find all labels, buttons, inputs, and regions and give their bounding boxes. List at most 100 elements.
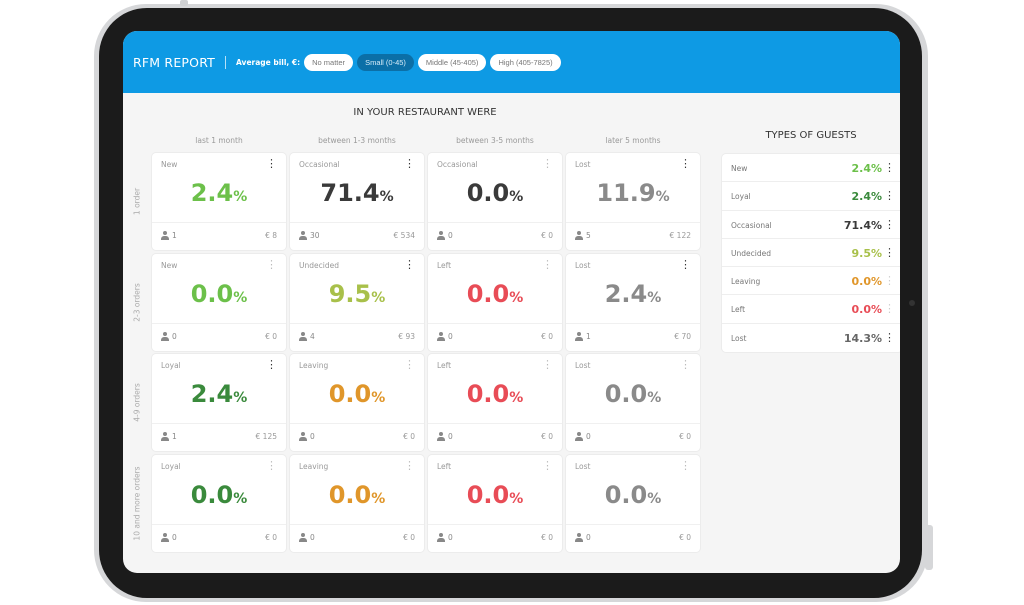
rfm-card[interactable]: Left ⋮ 0.0% 0 € 0 [428,455,562,552]
user-icon [437,231,445,240]
segment-percentage: 11.9% [566,179,700,207]
guest-type-row[interactable]: Left 0.0% ⋮ [722,295,900,324]
kebab-menu-icon[interactable]: ⋮ [404,258,415,271]
segment-label: Loyal [161,361,181,370]
user-icon [575,533,583,542]
rfm-card[interactable]: Lost ⋮ 0.0% 0 € 0 [566,354,700,451]
guest-type-row[interactable]: New 2.4% ⋮ [722,154,900,183]
user-icon [575,332,583,341]
row-header-2-3-orders: 2-3 orders [132,282,142,322]
user-icon [575,432,583,441]
kebab-menu-icon[interactable]: ⋮ [884,245,895,259]
kebab-menu-icon[interactable]: ⋮ [404,459,415,472]
kebab-menu-icon[interactable]: ⋮ [542,358,553,371]
percent-value: 0.0 [190,280,234,308]
kebab-menu-icon[interactable]: ⋮ [266,258,277,271]
percent-unit: % [371,491,386,507]
kebab-menu-icon[interactable]: ⋮ [884,302,895,316]
kebab-menu-icon[interactable]: ⋮ [266,459,277,472]
percent-unit: % [655,189,670,205]
card-divider [428,524,562,525]
kebab-menu-icon[interactable]: ⋮ [884,189,895,203]
row-header-10-plus-orders: 10 and more orders [132,465,142,541]
bill-amount: € 0 [541,332,553,341]
card-divider [152,222,286,223]
percent-unit: % [233,290,248,306]
kebab-menu-icon[interactable]: ⋮ [680,358,691,371]
guest-count-value: 0 [448,533,453,542]
bill-amount: € 0 [265,332,277,341]
segment-percentage: 0.0% [428,380,562,408]
percent-unit: % [379,189,394,205]
guest-type-row[interactable]: Loyal 2.4% ⋮ [722,182,900,211]
kebab-menu-icon[interactable]: ⋮ [404,157,415,170]
segment-percentage: 2.4% [152,179,286,207]
bill-amount: € 8 [265,231,277,240]
guest-type-value: 2.4% [851,190,882,204]
rfm-card[interactable]: New ⋮ 2.4% 1 € 8 [152,153,286,250]
card-divider [290,222,424,223]
filter-high[interactable]: High (405-7825) [490,53,561,71]
filter-middle[interactable]: Middle (45-405) [417,53,487,71]
guest-type-row[interactable]: Occasional 71.4% ⋮ [722,211,900,239]
kebab-menu-icon[interactable]: ⋮ [404,358,415,371]
kebab-menu-icon[interactable]: ⋮ [266,157,277,170]
user-icon [299,231,307,240]
guest-type-row[interactable]: Leaving 0.0% ⋮ [722,267,900,296]
segment-label: Left [437,361,452,370]
bill-amount: € 0 [403,533,415,542]
guest-type-row[interactable]: Undecided 9.5% ⋮ [722,239,900,268]
kebab-menu-icon[interactable]: ⋮ [680,157,691,170]
rfm-card[interactable]: Undecided ⋮ 9.5% 4 € 93 [290,254,424,351]
kebab-menu-icon[interactable]: ⋮ [884,274,895,288]
kebab-menu-icon[interactable]: ⋮ [680,258,691,271]
rfm-card[interactable]: Left ⋮ 0.0% 0 € 0 [428,254,562,351]
rfm-card[interactable]: Lost ⋮ 11.9% 5 € 122 [566,153,700,250]
bill-amount: € 0 [541,231,553,240]
guest-type-row[interactable]: Lost 14.3% ⋮ [722,324,900,352]
kebab-menu-icon[interactable]: ⋮ [542,258,553,271]
segment-label: New [161,261,178,270]
guest-type-label: Loyal [731,192,751,202]
percent-value: 0.0 [604,380,648,408]
guest-count-value: 0 [172,533,177,542]
card-divider [290,524,424,525]
percent-value: 0.0 [190,481,234,509]
kebab-menu-icon[interactable]: ⋮ [266,358,277,371]
guest-count-value: 1 [172,432,177,441]
column-header-last-1-month: last 1 month [195,136,243,145]
user-icon [437,533,445,542]
kebab-menu-icon[interactable]: ⋮ [884,217,895,231]
bill-amount: € 0 [265,533,277,542]
kebab-menu-icon[interactable]: ⋮ [884,330,895,344]
rfm-card[interactable]: Left ⋮ 0.0% 0 € 0 [428,354,562,451]
guest-type-value: 71.4% [843,218,882,232]
bill-amount: € 0 [679,432,691,441]
types-of-guests-list: New 2.4% ⋮ Loyal 2.4% ⋮ Occasional 71.4% ⋮ Undeci… [722,154,900,353]
filter-small[interactable]: Small (0-45) [357,53,414,71]
kebab-menu-icon[interactable]: ⋮ [680,459,691,472]
rfm-card[interactable]: Leaving ⋮ 0.0% 0 € 0 [290,354,424,451]
app-screen: RFM REPORT Average bill, €: No matter Sm… [123,31,900,573]
segment-percentage: 0.0% [290,481,424,509]
rfm-card[interactable]: Leaving ⋮ 0.0% 0 € 0 [290,455,424,552]
card-divider [566,323,700,324]
rfm-card[interactable]: Lost ⋮ 2.4% 1 € 70 [566,254,700,351]
rfm-card[interactable]: Occasional ⋮ 71.4% 30 € 534 [290,153,424,250]
card-divider [290,323,424,324]
kebab-menu-icon[interactable]: ⋮ [884,161,895,174]
rfm-card[interactable]: Lost ⋮ 0.0% 0 € 0 [566,455,700,552]
rfm-card[interactable]: Loyal ⋮ 0.0% 0 € 0 [152,455,286,552]
rfm-card[interactable]: Loyal ⋮ 2.4% 1 € 125 [152,354,286,451]
rfm-card[interactable]: Occasional ⋮ 0.0% 0 € 0 [428,153,562,250]
guest-count: 0 [575,533,591,542]
rfm-card[interactable]: New ⋮ 0.0% 0 € 0 [152,254,286,351]
filter-no-matter[interactable]: No matter [304,53,354,71]
guest-count: 0 [437,432,453,441]
user-icon [299,432,307,441]
guest-count: 4 [299,332,315,341]
kebab-menu-icon[interactable]: ⋮ [542,459,553,472]
kebab-menu-icon[interactable]: ⋮ [542,157,553,170]
column-header-later-5-months: later 5 months [605,136,661,145]
bill-amount: € 534 [393,231,415,240]
